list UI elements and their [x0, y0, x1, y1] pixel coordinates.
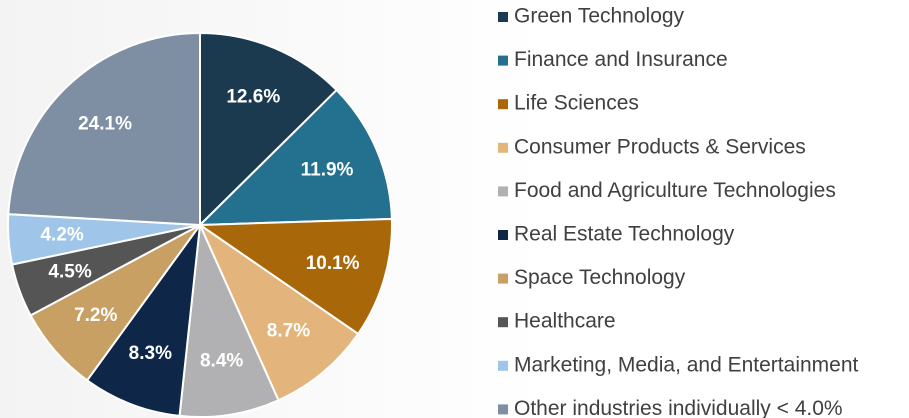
legend-label: Green Technology: [514, 5, 685, 28]
pie-slice: [7, 31, 201, 227]
legend-swatch: [498, 55, 508, 66]
pie-slice: [85, 221, 202, 418]
legend-swatch: [498, 230, 508, 240]
legend-label: Space Technology: [514, 266, 686, 289]
legend-swatch: [498, 12, 508, 22]
slice-label: 4.2%: [40, 224, 83, 245]
legend-label: Real Estate Technology: [514, 223, 735, 246]
legend-label: Life Sciences: [514, 92, 639, 115]
slice-label: 4.5%: [48, 261, 91, 282]
pie-slice: [196, 217, 393, 336]
legend-label: Finance and Insurance: [514, 48, 728, 71]
slice-label: 8.3%: [129, 343, 172, 364]
legend-label: Food and Agriculture Technologies: [514, 179, 836, 202]
slice-label: 7.2%: [74, 305, 117, 326]
slice-label: 24.1%: [78, 114, 132, 135]
legend-swatch: [498, 404, 508, 415]
slice-label: 8.4%: [200, 351, 243, 372]
pie-slice: [199, 31, 339, 228]
legend-label: Other industries individually < 4.0%: [514, 397, 843, 418]
legend-swatch: [498, 99, 508, 110]
legend-swatch: [498, 317, 508, 328]
slice-label: 10.1%: [306, 253, 360, 274]
pie-slice: [178, 221, 280, 418]
legend-swatch: [498, 273, 508, 284]
slice-label: 12.6%: [226, 86, 280, 107]
legend-swatch: [498, 142, 508, 153]
legend-label: Healthcare: [514, 310, 616, 333]
pie-slice: [197, 88, 393, 227]
legend-swatch: [498, 186, 508, 197]
slice-label: 11.9%: [301, 160, 354, 181]
legend-label: Consumer Products & Services: [514, 135, 806, 158]
slice-label: 8.7%: [267, 320, 310, 341]
legend-label: Marketing, Media, and Entertainment: [514, 353, 859, 376]
pie-slice: [197, 222, 360, 402]
legend-swatch: [498, 360, 508, 371]
